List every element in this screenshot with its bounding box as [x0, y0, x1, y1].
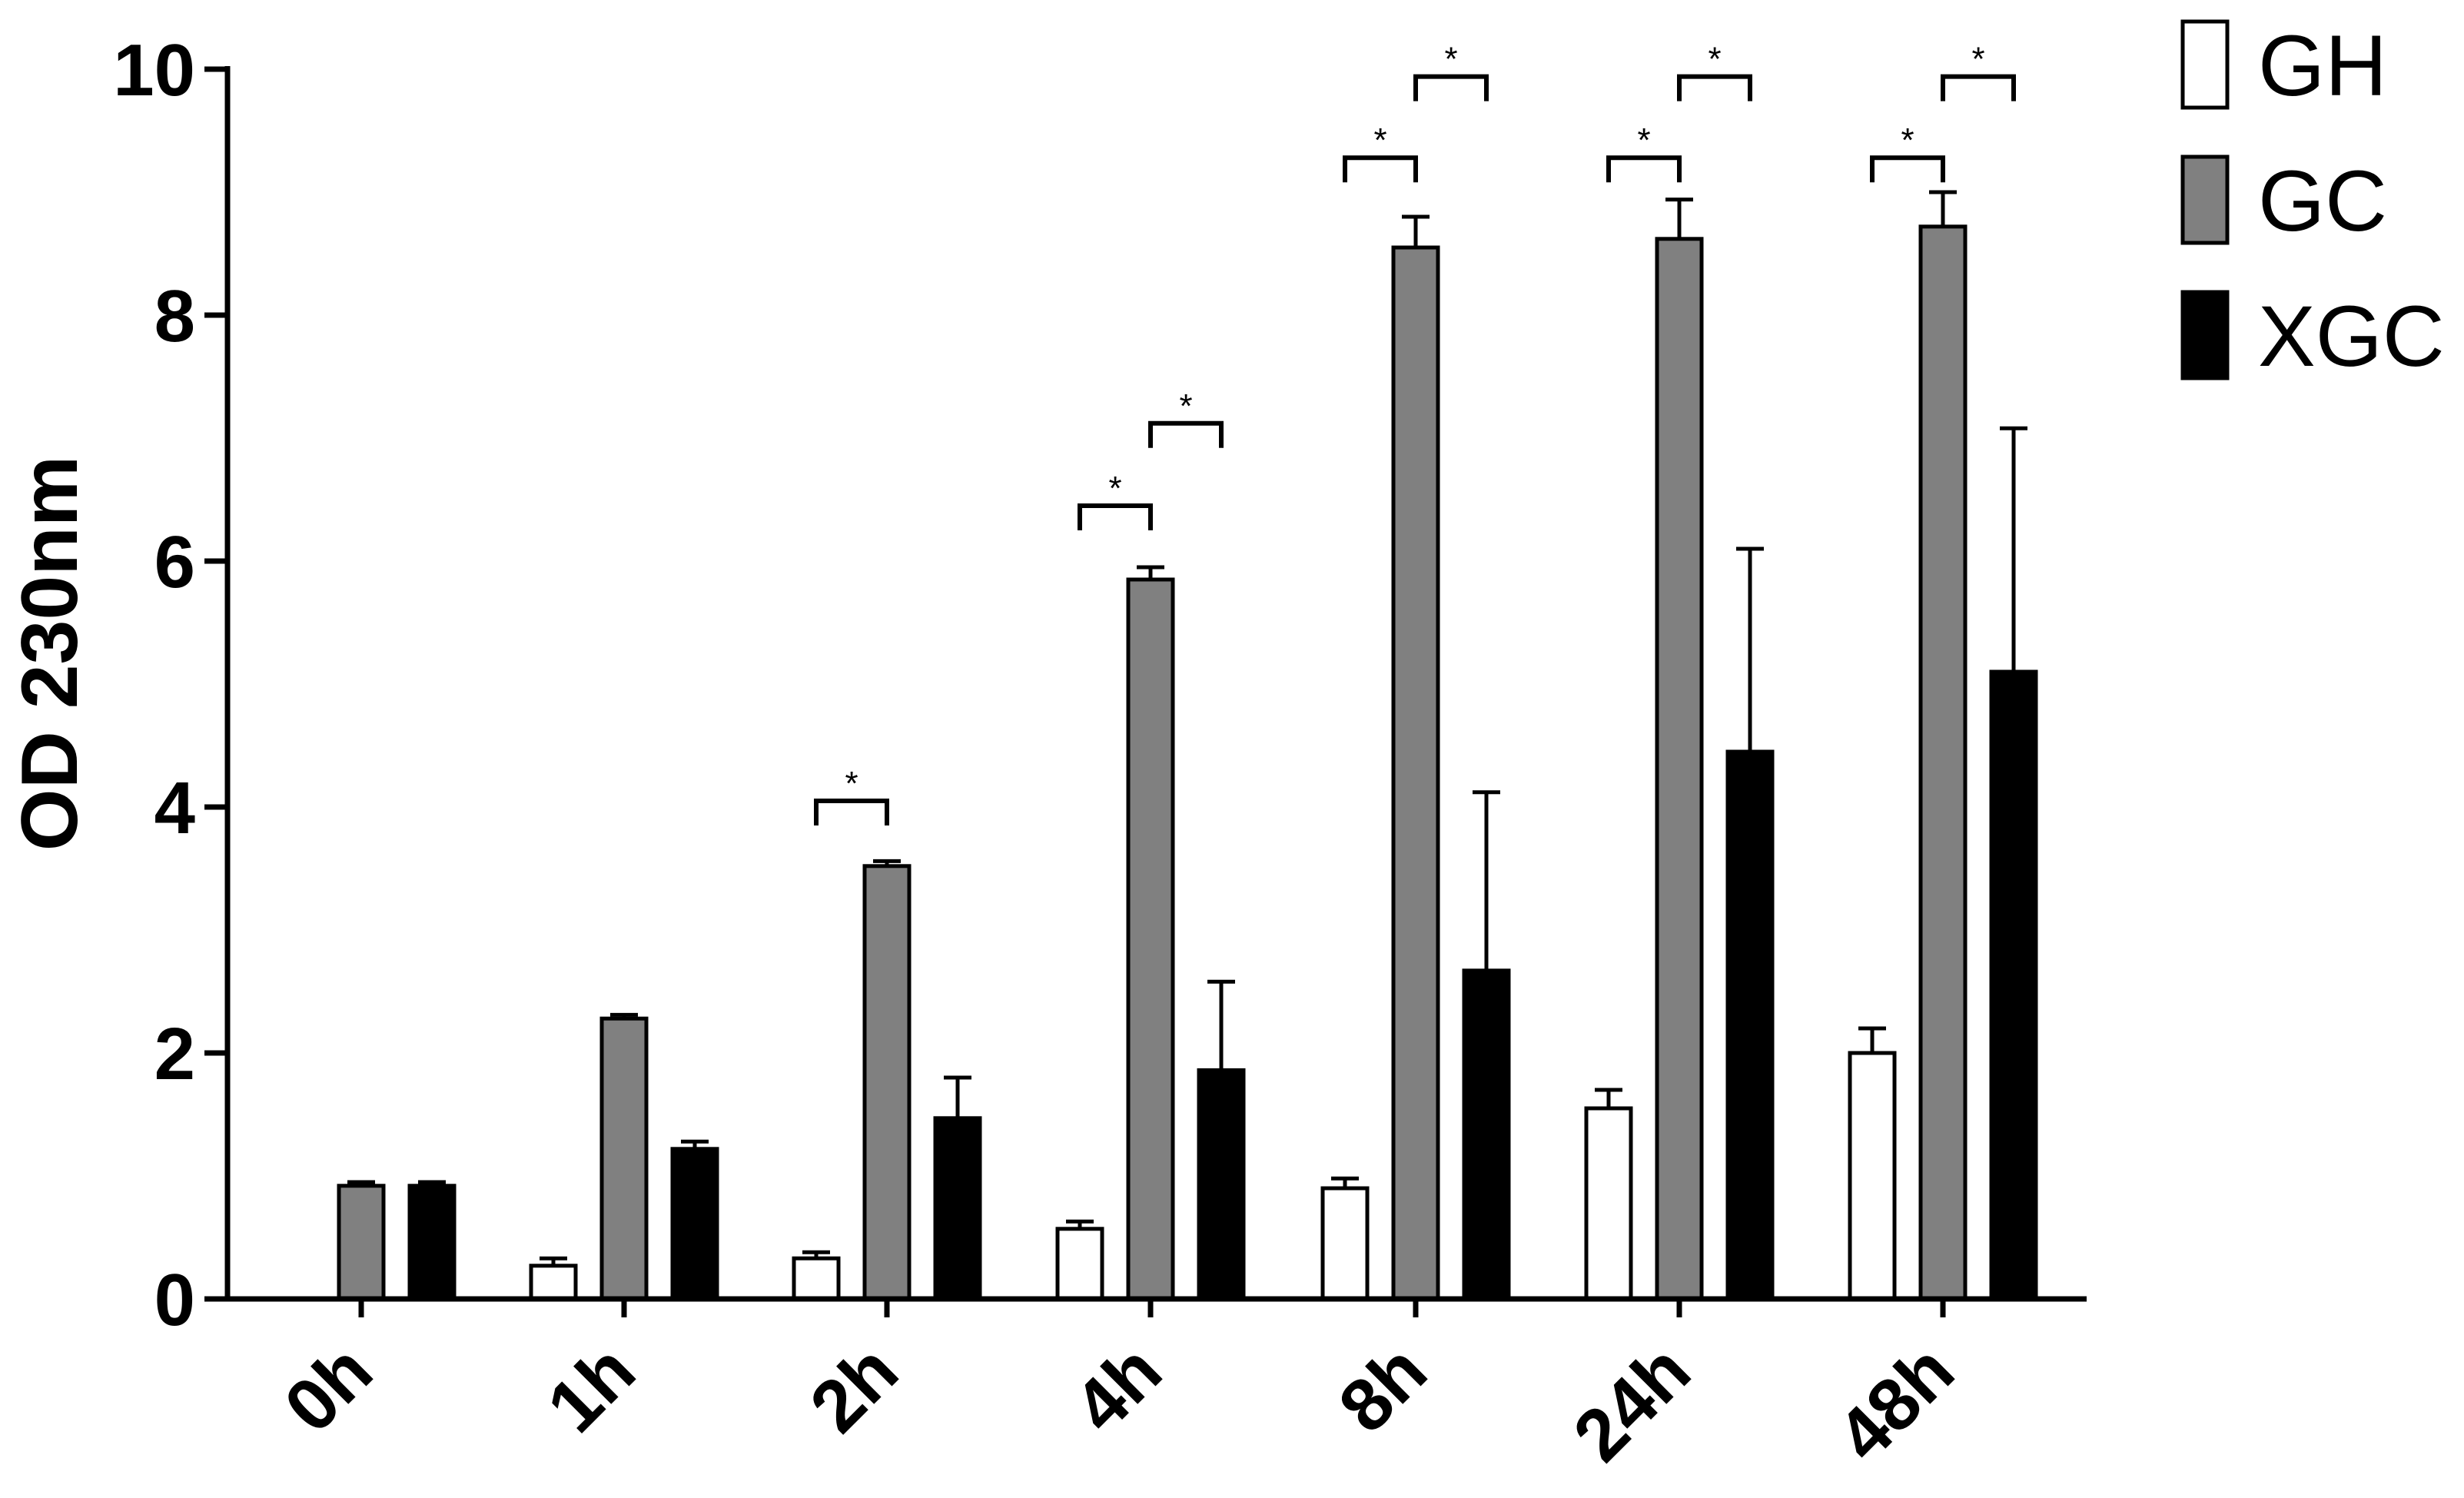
bar-GC-4h [1126, 577, 1175, 1301]
significance-star-24h-5: * [1637, 121, 1650, 159]
bar-XGC-24h [1725, 749, 1775, 1301]
bar-XGC-48h [1989, 669, 2038, 1301]
y-axis-title: OD 230nm [5, 456, 95, 851]
bar-GH-48h [1848, 1051, 1897, 1301]
bar-GC-2h [862, 864, 912, 1301]
bar-GH-24h [1584, 1106, 1633, 1301]
y-tick-label-4: 4 [154, 767, 195, 849]
significance-bracket-8h-3 [1343, 155, 1418, 183]
bar-XGC-4h [1197, 1068, 1246, 1301]
significance-bracket-24h-6 [1677, 74, 1752, 101]
bar-XGC-2h [933, 1116, 982, 1301]
significance-star-2h-0: * [845, 765, 858, 802]
legend-label-GH: GH [2258, 18, 2387, 114]
legend: GH GC XGC [2180, 18, 2445, 384]
legend-swatch-GH [2180, 19, 2230, 110]
bar-XGC-1h [670, 1147, 719, 1301]
x-tick-label-4h: 4h [1058, 1329, 1177, 1448]
y-tick-label-2: 2 [154, 1013, 195, 1095]
bar-GH-1h [529, 1264, 578, 1301]
bar-GC-0h [337, 1184, 386, 1301]
legend-swatch-GC [2180, 154, 2230, 245]
bar-GH-8h [1320, 1186, 1370, 1301]
x-tick-label-48h: 48h [1821, 1329, 1970, 1477]
error-bars-layer [347, 190, 2027, 1266]
significance-bracket-2h-0 [814, 799, 889, 825]
bar-GC-48h [1918, 224, 1968, 1301]
y-tick-label-0: 0 [154, 1259, 195, 1341]
significance-bracket-48h-8 [1941, 74, 2016, 101]
bar-GC-1h [599, 1016, 649, 1301]
significance-star-8h-4: * [1444, 41, 1457, 78]
legend-label-XGC: XGC [2258, 288, 2445, 384]
bar-XGC-0h [407, 1184, 457, 1301]
significance-layer: * * * * * * * * * [814, 41, 2016, 825]
bar-XGC-8h [1462, 968, 1511, 1301]
significance-bracket-48h-7 [1870, 155, 1945, 183]
x-tick-label-0h: 0h [269, 1329, 388, 1448]
significance-star-4h-2: * [1179, 387, 1192, 425]
significance-bracket-4h-1 [1078, 503, 1153, 530]
bar-GC-24h [1655, 237, 1704, 1301]
x-tick-label-2h: 2h [795, 1329, 914, 1448]
significance-bracket-24h-5 [1606, 155, 1682, 183]
significance-star-48h-7: * [1901, 121, 1914, 159]
legend-swatch-XGC [2180, 290, 2230, 380]
significance-star-8h-3: * [1373, 121, 1386, 159]
bar-GH-4h [1055, 1227, 1104, 1301]
significance-star-24h-6: * [1708, 41, 1721, 78]
x-tick-label-1h: 1h [532, 1329, 651, 1448]
bar-GH-2h [792, 1256, 841, 1301]
y-tick-label-8: 8 [154, 275, 195, 357]
significance-bracket-4h-2 [1148, 420, 1224, 448]
y-tick-label-10: 10 [113, 29, 195, 111]
bar-GC-8h [1391, 245, 1440, 1301]
y-tick-label-6: 6 [154, 521, 195, 603]
x-tick-label-24h: 24h [1558, 1329, 1706, 1477]
significance-star-4h-1: * [1108, 470, 1121, 507]
x-tick-label-8h: 8h [1323, 1329, 1443, 1448]
significance-bracket-8h-4 [1413, 74, 1489, 101]
legend-label-GC: GC [2258, 153, 2387, 249]
significance-star-48h-8: * [1971, 41, 1984, 78]
